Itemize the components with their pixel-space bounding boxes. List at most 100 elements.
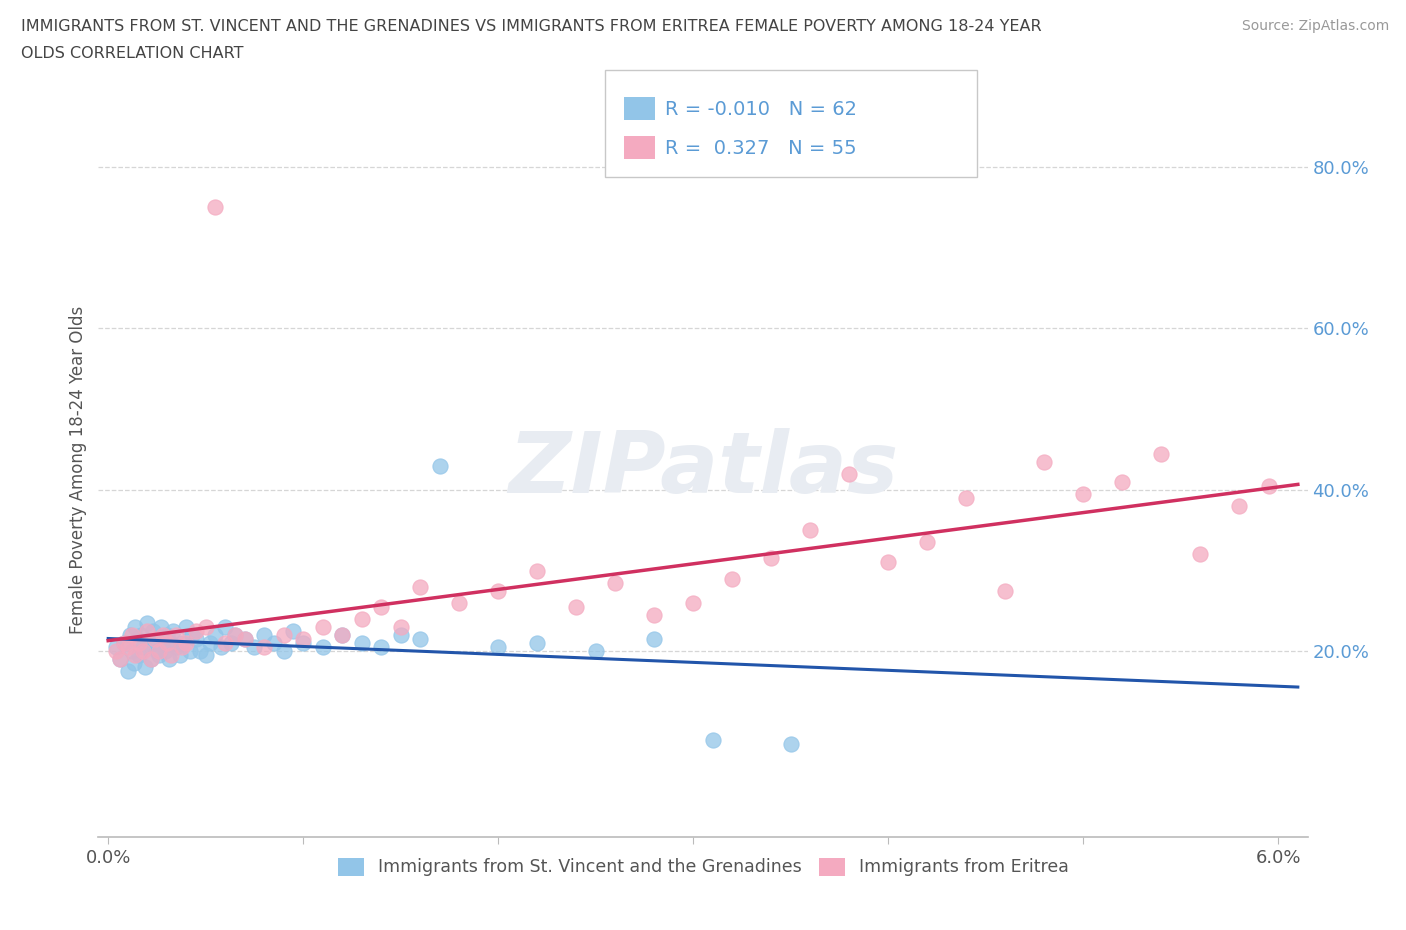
Point	[877, 555, 900, 570]
Point	[330, 628, 353, 643]
Point	[117, 640, 139, 655]
Point	[1071, 486, 1094, 501]
Point	[283, 624, 305, 639]
Point	[219, 636, 242, 651]
Point	[128, 636, 150, 651]
Point	[1257, 478, 1279, 493]
Point	[181, 628, 204, 643]
Point	[955, 490, 977, 505]
Point	[194, 619, 217, 634]
Point	[292, 631, 315, 646]
Point	[389, 619, 412, 634]
Point	[273, 644, 295, 658]
Point	[585, 644, 607, 658]
Point	[139, 652, 162, 667]
Point	[643, 631, 665, 646]
Point	[124, 619, 146, 634]
Point	[605, 576, 627, 591]
Point	[486, 583, 509, 598]
Point	[350, 612, 373, 627]
Point	[224, 628, 246, 643]
Point	[1111, 474, 1133, 489]
Point	[370, 640, 392, 655]
Point	[112, 636, 135, 651]
Point	[142, 624, 165, 639]
Text: OLDS CORRELATION CHART: OLDS CORRELATION CHART	[21, 46, 243, 61]
Point	[204, 628, 226, 643]
Point	[138, 636, 160, 651]
Point	[389, 628, 412, 643]
Point	[124, 648, 146, 663]
Point	[108, 652, 131, 667]
Point	[565, 600, 588, 615]
Point	[253, 640, 276, 655]
Point	[104, 640, 127, 655]
Point	[136, 616, 159, 631]
Point	[917, 535, 939, 550]
Point	[799, 523, 821, 538]
Point	[429, 458, 451, 473]
Point	[292, 636, 315, 651]
Point	[172, 640, 194, 655]
Point	[165, 640, 187, 655]
Point	[779, 737, 801, 751]
Point	[104, 644, 127, 658]
Point	[838, 466, 860, 481]
Point	[108, 652, 131, 667]
Point	[156, 636, 179, 651]
Point	[273, 628, 295, 643]
Text: IMMIGRANTS FROM ST. VINCENT AND THE GRENADINES VS IMMIGRANTS FROM ERITREA FEMALE: IMMIGRANTS FROM ST. VINCENT AND THE GREN…	[21, 19, 1042, 33]
Point	[128, 648, 150, 663]
Text: R =  0.327   N = 55: R = 0.327 N = 55	[665, 140, 856, 158]
Text: Source: ZipAtlas.com: Source: ZipAtlas.com	[1241, 19, 1389, 33]
Point	[702, 733, 724, 748]
Point	[131, 628, 153, 643]
Point	[209, 640, 232, 655]
Point	[1033, 454, 1056, 469]
Point	[486, 640, 509, 655]
Point	[165, 628, 187, 643]
Point	[152, 631, 174, 646]
Text: R = -0.010   N = 62: R = -0.010 N = 62	[665, 100, 858, 119]
Point	[112, 636, 135, 651]
Point	[1150, 446, 1173, 461]
Point	[994, 583, 1017, 598]
Point	[198, 636, 221, 651]
Point	[449, 595, 471, 610]
Point	[643, 607, 665, 622]
Point	[188, 644, 211, 658]
Point	[143, 636, 166, 651]
Point	[159, 648, 181, 663]
Point	[263, 636, 285, 651]
Point	[159, 636, 181, 651]
Point	[118, 628, 141, 643]
Point	[156, 628, 179, 643]
Point	[312, 619, 335, 634]
Point	[146, 644, 169, 658]
Point	[157, 652, 180, 667]
Point	[127, 631, 149, 646]
Point	[330, 628, 353, 643]
Point	[184, 631, 207, 646]
Point	[153, 644, 176, 658]
Point	[122, 656, 145, 671]
Point	[169, 648, 191, 663]
Point	[350, 636, 373, 651]
Point	[134, 660, 156, 675]
Point	[174, 619, 197, 634]
Legend: Immigrants from St. Vincent and the Grenadines, Immigrants from Eritrea: Immigrants from St. Vincent and the Gren…	[330, 851, 1076, 884]
Point	[172, 636, 194, 651]
Point	[526, 564, 548, 578]
Point	[132, 640, 155, 655]
Point	[721, 571, 744, 586]
Point	[224, 628, 246, 643]
Point	[214, 619, 236, 634]
Point	[148, 644, 170, 658]
Point	[139, 652, 162, 667]
Point	[253, 628, 276, 643]
Point	[132, 644, 155, 658]
Point	[1227, 498, 1250, 513]
Point	[149, 619, 172, 634]
Point	[233, 631, 256, 646]
Point	[117, 664, 139, 679]
